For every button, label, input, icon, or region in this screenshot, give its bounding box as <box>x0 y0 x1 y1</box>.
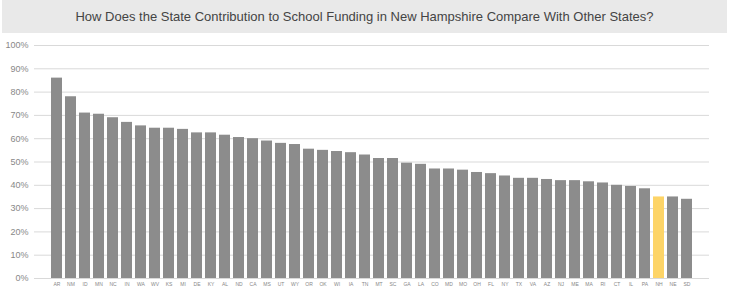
svg-text:IN: IN <box>125 281 130 287</box>
svg-text:NH: NH <box>655 281 663 287</box>
svg-text:MI: MI <box>180 281 186 287</box>
svg-text:30%: 30% <box>10 203 28 213</box>
svg-text:IA: IA <box>349 281 354 287</box>
svg-text:SD: SD <box>684 281 691 287</box>
svg-text:NM: NM <box>67 281 75 287</box>
svg-text:OR: OR <box>305 281 313 287</box>
html-text:How Does the State Contributio: How Does the State Contribution to Schoo… <box>75 9 654 24</box>
svg-text:80%: 80% <box>10 87 28 97</box>
svg-text:MO: MO <box>459 281 467 287</box>
svg-text:50%: 50% <box>10 157 28 167</box>
svg-text:MN: MN <box>95 281 103 287</box>
svg-text:WI: WI <box>334 281 340 287</box>
svg-text:LA: LA <box>418 281 425 287</box>
svg-text:AL: AL <box>222 281 228 287</box>
svg-text:PA: PA <box>642 281 649 287</box>
svg-text:AZ: AZ <box>544 281 550 287</box>
svg-text:NY: NY <box>502 281 510 287</box>
svg-text:OK: OK <box>319 281 327 287</box>
svg-text:IL: IL <box>629 281 633 287</box>
svg-text:NC: NC <box>109 281 117 287</box>
svg-text:60%: 60% <box>10 134 28 144</box>
svg-text:40%: 40% <box>10 180 28 190</box>
svg-text:MS: MS <box>263 281 271 287</box>
svg-text:OH: OH <box>473 281 481 287</box>
svg-text:TN: TN <box>362 281 369 287</box>
svg-text:ND: ND <box>235 281 243 287</box>
svg-text:90%: 90% <box>10 64 28 74</box>
svg-text:CO: CO <box>431 281 439 287</box>
svg-text:SC: SC <box>390 281 397 287</box>
svg-text:70%: 70% <box>10 110 28 120</box>
svg-text:ID: ID <box>83 281 88 287</box>
svg-text:UT: UT <box>278 281 285 287</box>
svg-text:VA: VA <box>530 281 537 287</box>
svg-text:CT: CT <box>614 281 621 287</box>
svg-text:100%: 100% <box>5 40 28 50</box>
svg-text:NE: NE <box>670 281 678 287</box>
svg-text:0%: 0% <box>15 273 28 283</box>
svg-text:NJ: NJ <box>558 281 565 287</box>
svg-text:DE: DE <box>194 281 202 287</box>
svg-text:MD: MD <box>445 281 453 287</box>
svg-text:WA: WA <box>137 281 146 287</box>
svg-text:CA: CA <box>250 281 258 287</box>
svg-text:KY: KY <box>208 281 215 287</box>
svg-text:ME: ME <box>571 281 579 287</box>
svg-text:AR: AR <box>54 281 61 287</box>
svg-text:RI: RI <box>601 281 606 287</box>
svg-text:GA: GA <box>403 281 411 287</box>
svg-text:WV: WV <box>151 281 160 287</box>
svg-text:20%: 20% <box>10 227 28 237</box>
svg-text:FL: FL <box>488 281 494 287</box>
svg-text:TX: TX <box>516 281 523 287</box>
svg-text:WY: WY <box>291 281 300 287</box>
svg-text:KS: KS <box>166 281 173 287</box>
svg-text:MA: MA <box>585 281 593 287</box>
svg-text:MT: MT <box>375 281 382 287</box>
svg-text:10%: 10% <box>10 250 28 260</box>
